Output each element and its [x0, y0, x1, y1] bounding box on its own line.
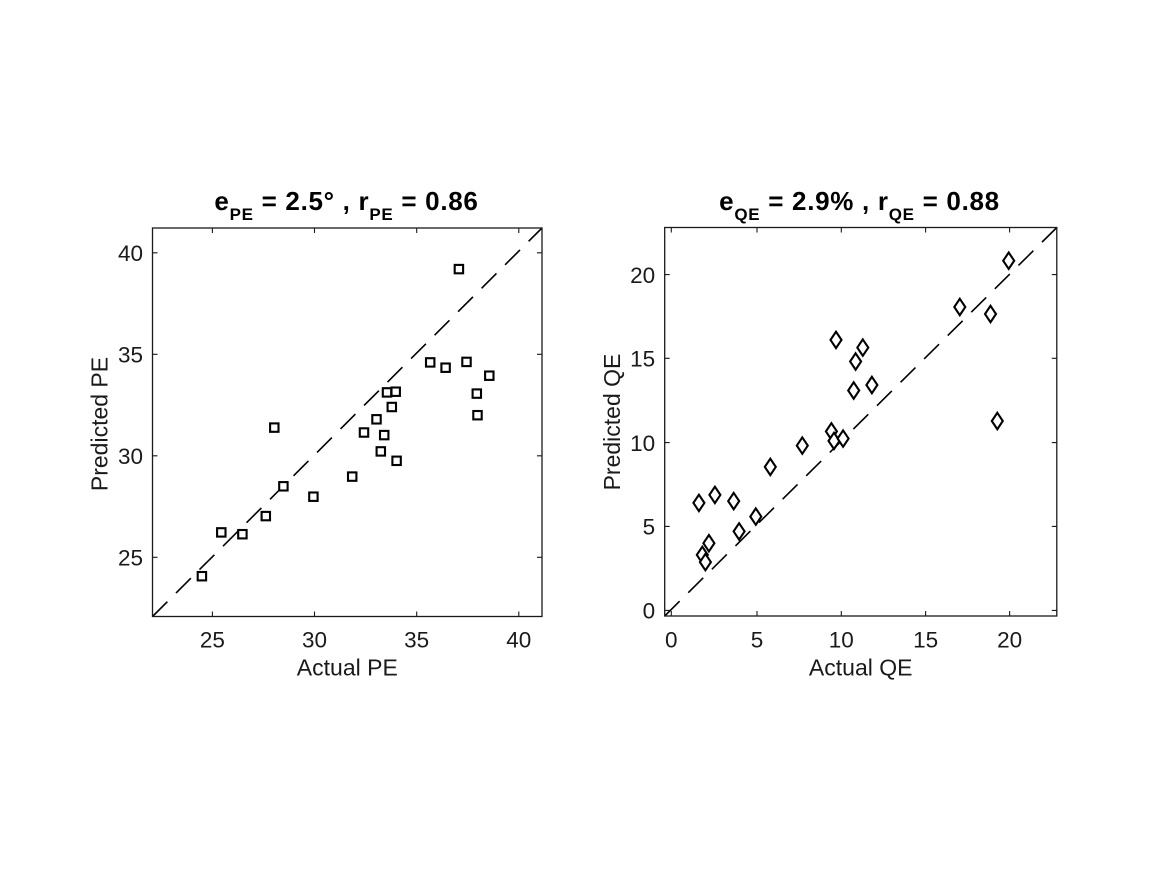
svg-text:15: 15 — [630, 347, 655, 372]
svg-text:Predicted QE: Predicted QE — [599, 354, 625, 491]
svg-text:20: 20 — [997, 628, 1022, 653]
svg-text:30: 30 — [118, 444, 143, 469]
svg-text:0: 0 — [665, 628, 678, 653]
svg-text:40: 40 — [118, 241, 143, 266]
svg-text:35: 35 — [118, 343, 143, 368]
svg-text:5: 5 — [643, 515, 656, 540]
svg-text:0: 0 — [643, 599, 656, 624]
svg-text:15: 15 — [913, 628, 938, 653]
svg-text:10: 10 — [829, 628, 854, 653]
svg-text:Actual QE: Actual QE — [809, 655, 913, 681]
svg-text:25: 25 — [118, 546, 143, 571]
svg-text:10: 10 — [630, 431, 655, 456]
svg-text:Actual PE: Actual PE — [297, 655, 398, 681]
svg-text:Predicted PE: Predicted PE — [87, 357, 113, 491]
svg-text:20: 20 — [630, 263, 655, 288]
svg-text:25: 25 — [200, 628, 225, 653]
svg-text:30: 30 — [302, 628, 327, 653]
svg-text:35: 35 — [404, 628, 429, 653]
svg-text:40: 40 — [506, 628, 531, 653]
svg-text:5: 5 — [751, 628, 764, 653]
